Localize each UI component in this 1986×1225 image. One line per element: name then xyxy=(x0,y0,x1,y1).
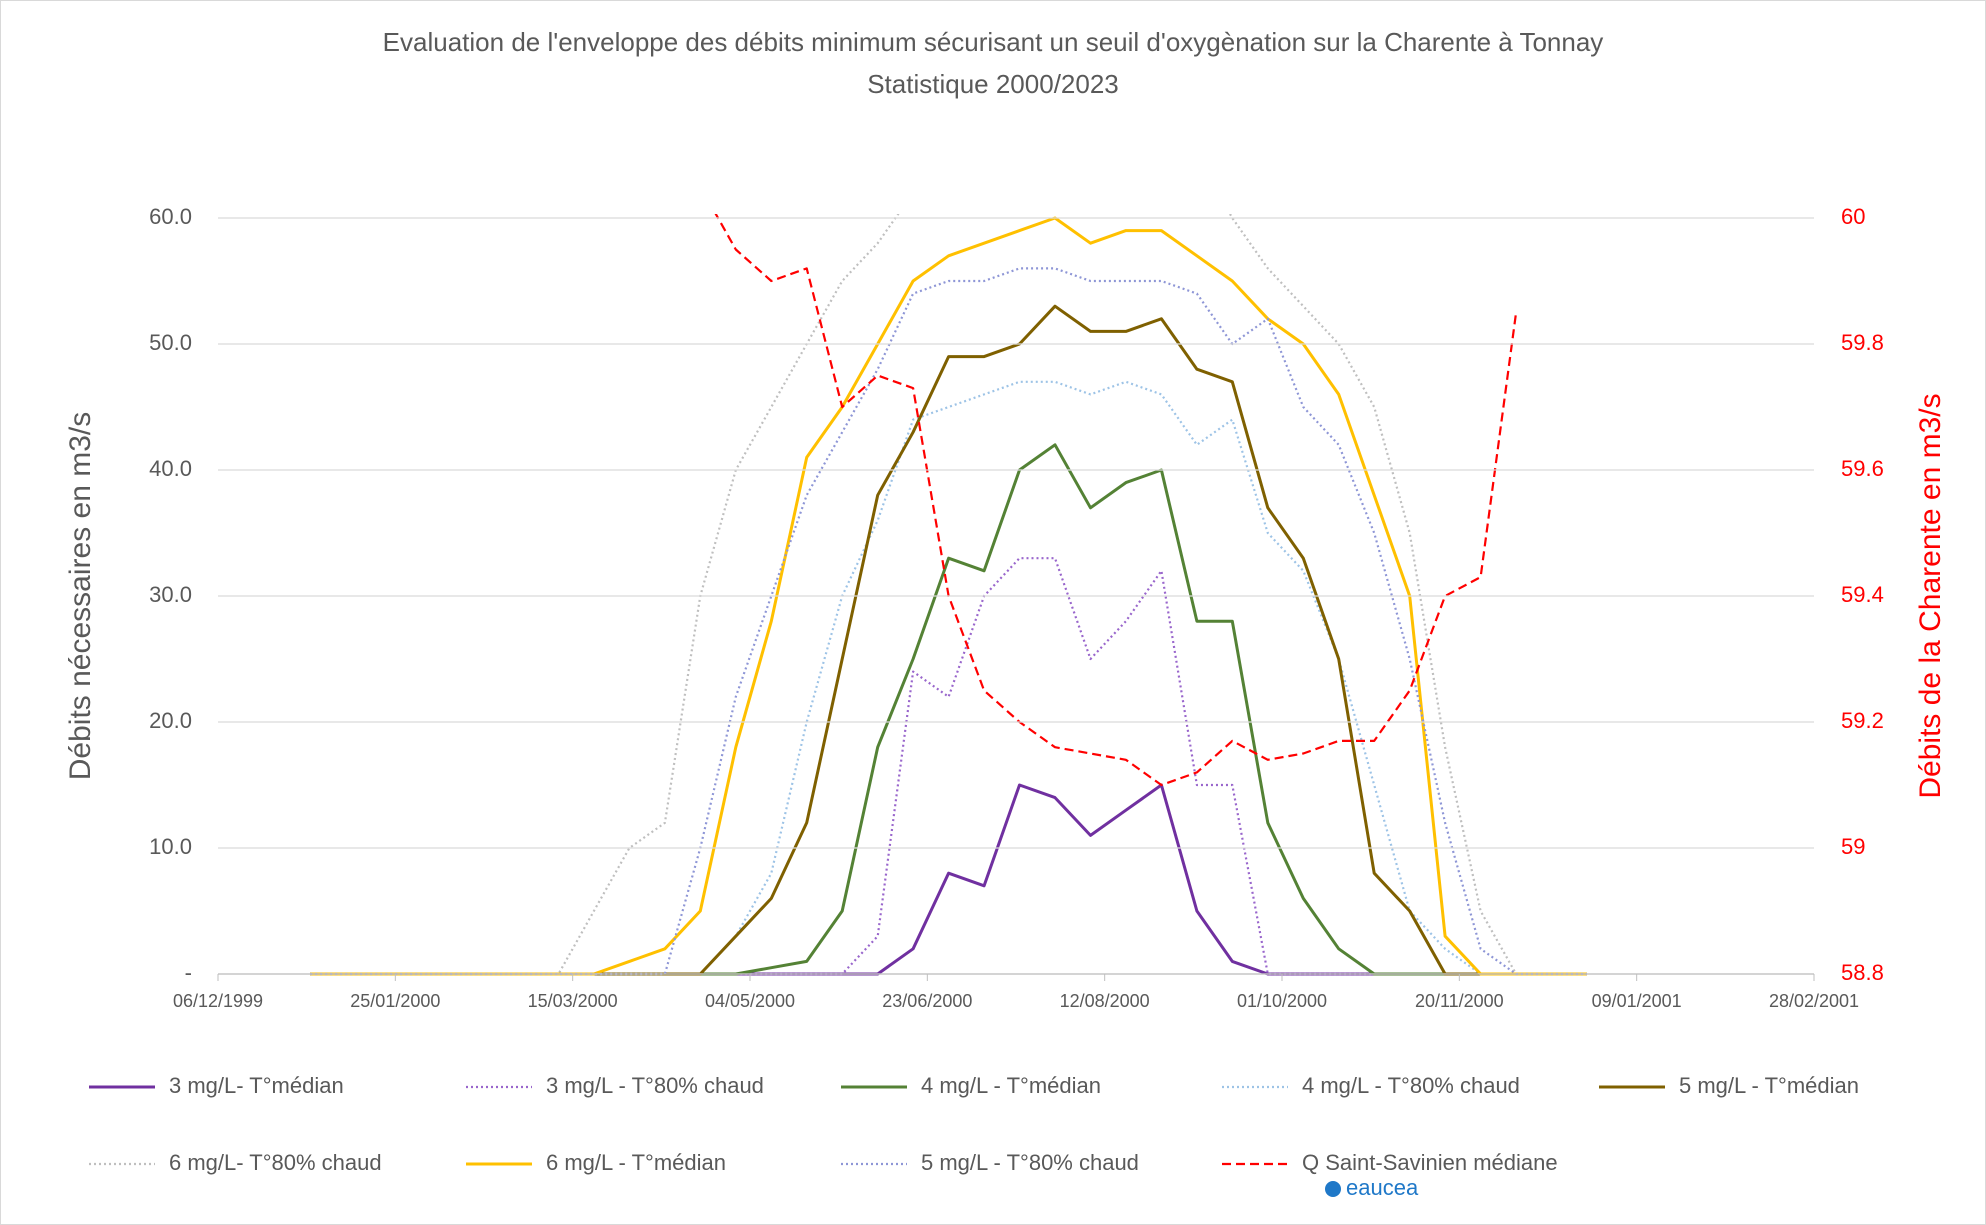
series-line xyxy=(714,214,1518,787)
y2-tick-label: 59.4 xyxy=(1841,582,1884,607)
x-tick-label: 01/10/2000 xyxy=(1237,991,1327,1011)
y-tick-label: 60.0 xyxy=(149,204,192,229)
x-tick-label: 04/05/2000 xyxy=(705,991,795,1011)
legend-label: 6 mg/L- T°80% chaud xyxy=(169,1150,382,1175)
y2-tick-label: 59.8 xyxy=(1841,330,1884,355)
legend-label: 5 mg/L - T°médian xyxy=(1679,1073,1859,1098)
chart-title: Evaluation de l'enveloppe des débits min… xyxy=(383,27,1604,57)
y-tick-label: 30.0 xyxy=(149,582,192,607)
legend-label: 4 mg/L - T°80% chaud xyxy=(1302,1073,1520,1098)
x-tick-label: 09/01/2001 xyxy=(1592,991,1682,1011)
legend-label: 3 mg/L- T°médian xyxy=(169,1073,344,1098)
chart-subtitle: Statistique 2000/2023 xyxy=(867,69,1119,99)
legend-label: 5 mg/L - T°80% chaud xyxy=(921,1150,1139,1175)
logo-icon xyxy=(1325,1181,1341,1197)
x-tick-label: 23/06/2000 xyxy=(882,991,972,1011)
x-tick-label: 15/03/2000 xyxy=(528,991,618,1011)
y2-tick-label: 59 xyxy=(1841,834,1865,859)
y2-tick-label: 58.8 xyxy=(1841,960,1884,985)
y-tick-label: 10.0 xyxy=(149,834,192,859)
y-tick-label: 20.0 xyxy=(149,708,192,733)
legend-label: 4 mg/L - T°médian xyxy=(921,1073,1101,1098)
y-axis-label: Débits nécessaires en m3/s xyxy=(64,412,97,781)
x-tick-label: 28/02/2001 xyxy=(1769,991,1859,1011)
y2-tick-label: 59.2 xyxy=(1841,708,1884,733)
x-tick-label: 25/01/2000 xyxy=(350,991,440,1011)
x-tick-label: 12/08/2000 xyxy=(1060,991,1150,1011)
y-tick-label: - xyxy=(185,960,192,985)
series-line xyxy=(310,267,1587,976)
y2-tick-label: 60 xyxy=(1841,204,1865,229)
logo-text: eaucea xyxy=(1346,1175,1419,1200)
x-tick-label: 06/12/1999 xyxy=(173,991,263,1011)
legend-label: 6 mg/L - T°médian xyxy=(546,1150,726,1175)
x-tick-label: 20/11/2000 xyxy=(1415,991,1504,1011)
legend-label: Q Saint-Savinien médiane xyxy=(1302,1150,1558,1175)
y-tick-label: 40.0 xyxy=(149,456,192,481)
y2-axis-label: Débits de la Charente en m3/s xyxy=(1914,393,1947,798)
y-tick-label: 50.0 xyxy=(149,330,192,355)
y2-tick-label: 59.6 xyxy=(1841,456,1884,481)
legend-label: 3 mg/L - T°80% chaud xyxy=(546,1073,764,1098)
